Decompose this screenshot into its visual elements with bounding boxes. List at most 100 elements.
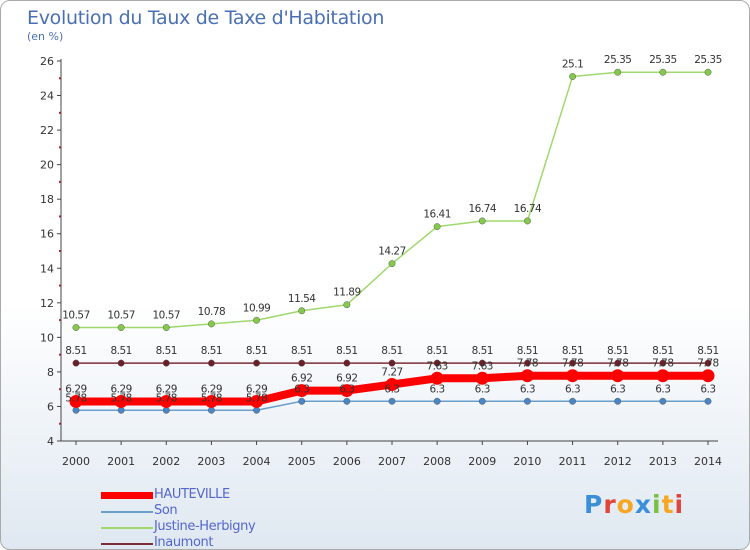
y-minor-tick <box>59 250 61 252</box>
proxiti-logo: Proxiti <box>584 490 685 519</box>
data-point <box>388 359 396 367</box>
data-label: 25.35 <box>694 54 722 66</box>
data-point <box>298 397 306 405</box>
data-point <box>298 359 306 367</box>
x-tick-label: 2000 <box>62 455 90 468</box>
data-label: 10.57 <box>107 310 135 322</box>
data-label: 6.3 <box>565 383 580 395</box>
data-label: 10.78 <box>198 306 226 318</box>
data-point <box>343 359 351 367</box>
x-tick-label: 2002 <box>152 455 180 468</box>
data-label: 7.78 <box>652 358 673 370</box>
y-minor-tick <box>59 353 61 356</box>
data-point <box>159 394 173 408</box>
data-label: 7.78 <box>697 358 718 370</box>
x-tick-label: 2006 <box>333 455 361 468</box>
y-minor-tick <box>59 319 61 322</box>
data-label: 8.51 <box>697 345 718 357</box>
data-label: 8.51 <box>110 345 131 357</box>
legend-swatch <box>101 492 153 499</box>
data-point <box>433 223 441 231</box>
data-label: 8.51 <box>156 345 177 357</box>
data-label: 6.29 <box>156 383 177 395</box>
data-point <box>611 369 625 383</box>
y-tick-label: 14 <box>40 262 54 275</box>
unit-label: (en %) <box>27 30 64 43</box>
data-label: 6.92 <box>291 373 312 385</box>
x-tick-label: 2003 <box>197 455 225 468</box>
data-point <box>566 369 580 383</box>
data-point <box>343 397 351 405</box>
data-label: 6.3 <box>430 383 445 395</box>
data-point <box>117 359 125 367</box>
y-tick-label: 12 <box>40 297 54 310</box>
data-point <box>114 394 128 408</box>
y-minor-tick <box>59 215 61 218</box>
data-label: 6.3 <box>384 383 399 395</box>
data-label: 25.1 <box>562 59 583 71</box>
data-label: 6.29 <box>246 383 267 395</box>
data-label: 8.51 <box>246 345 267 357</box>
data-label: 6.29 <box>65 383 86 395</box>
x-tick-label: 2013 <box>649 455 677 468</box>
data-point <box>253 359 261 367</box>
data-point <box>385 378 399 392</box>
data-label: 8.51 <box>381 345 402 357</box>
data-label: 7.27 <box>381 367 402 379</box>
legend-swatch <box>101 511 153 513</box>
data-point <box>614 68 622 76</box>
data-label: 8.51 <box>336 345 357 357</box>
data-point <box>569 397 577 405</box>
data-point <box>569 73 577 80</box>
data-label: 6.3 <box>294 383 309 395</box>
y-minor-tick <box>59 388 61 391</box>
data-point <box>72 324 80 331</box>
data-point <box>430 371 444 385</box>
data-label: 25.35 <box>649 54 677 66</box>
data-point <box>162 359 170 367</box>
y-tick-label: 22 <box>40 124 54 137</box>
x-tick-label: 2011 <box>559 455 587 468</box>
data-point <box>659 68 667 76</box>
data-point <box>614 397 622 405</box>
y-tick-label: 16 <box>40 228 54 241</box>
data-point <box>250 394 264 408</box>
data-point <box>295 384 309 398</box>
y-tick-label: 8 <box>47 366 54 379</box>
data-point <box>253 316 261 324</box>
data-point <box>207 359 215 367</box>
data-label: 6.3 <box>610 383 625 395</box>
data-label: 8.51 <box>65 345 86 357</box>
y-minor-tick <box>59 284 61 287</box>
y-tick-label: 20 <box>40 159 54 172</box>
data-label: 6.3 <box>520 383 535 395</box>
chart-title: Evolution du Taux de Taxe d'Habitation <box>27 7 385 29</box>
data-label: 7.63 <box>472 360 493 372</box>
data-label: 6.3 <box>655 383 670 395</box>
data-label: 5.78 <box>110 392 131 404</box>
legend-label: Justine-Herbigny <box>154 519 256 534</box>
data-point <box>388 260 396 268</box>
legend-swatch <box>101 543 153 545</box>
data-point <box>433 359 441 367</box>
data-point <box>704 397 712 405</box>
data-point <box>569 359 577 367</box>
data-point <box>72 359 80 367</box>
data-label: 16.74 <box>514 203 542 215</box>
data-point <box>704 359 712 367</box>
data-point <box>433 397 441 405</box>
y-tick-label: 24 <box>40 90 54 103</box>
data-label: 7.78 <box>562 358 583 370</box>
data-label: 7.63 <box>426 360 447 372</box>
x-tick-label: 2010 <box>513 455 541 468</box>
y-minor-tick <box>59 77 61 80</box>
data-label: 10.99 <box>243 302 271 314</box>
y-minor-tick <box>59 111 61 114</box>
data-label: 16.41 <box>423 209 451 221</box>
y-tick-label: 6 <box>47 400 54 413</box>
data-label: 7.78 <box>517 358 538 370</box>
data-point <box>117 406 125 414</box>
data-point <box>523 397 531 405</box>
data-point <box>388 397 396 405</box>
